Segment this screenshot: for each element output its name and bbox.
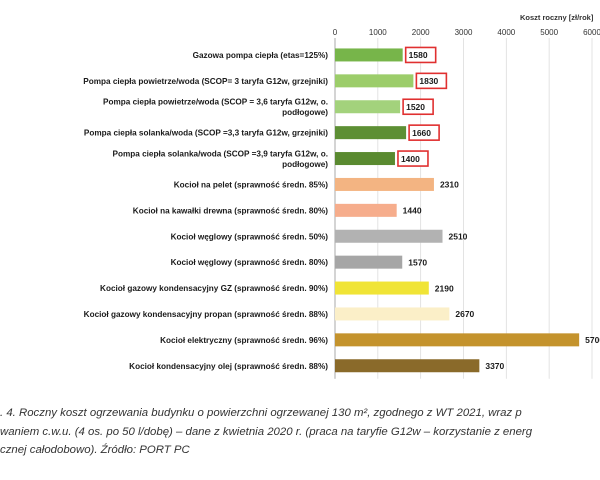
x-axis-ticks: 0 1000 2000 3000 4000 5000 6000: [333, 28, 600, 37]
value-label: 2190: [435, 283, 454, 293]
category-label: Kocioł kondensacyjny olej (sprawność śre…: [129, 362, 328, 371]
category-label: Kocioł węglowy (sprawność średn. 80%): [171, 258, 329, 267]
bar: [335, 100, 401, 114]
category-label: Pompa ciepła solanka/woda (SCOP =3,9 tar…: [113, 149, 329, 169]
value-label: 1580: [409, 50, 428, 60]
bar: [335, 333, 580, 347]
bars: [335, 48, 580, 373]
bar: [335, 307, 450, 321]
bar: [335, 229, 443, 243]
bar: [335, 177, 434, 191]
bar: [335, 74, 414, 88]
category-labels: Gazowa pompa ciepła (etas=125%) Pompa cie…: [83, 51, 328, 371]
category-label: Kocioł gazowy kondensacyjny propan (spra…: [84, 310, 329, 319]
value-highlight-box: [415, 72, 448, 90]
bar-chart: 0 1000 2000 3000 4000 5000 6000 Koszt roczny […: [83, 13, 600, 379]
category-label: Pompa ciepła solanka/woda (SCOP =3,3 tar…: [84, 129, 328, 138]
figure-caption: . 4. Roczny koszt ogrzewania budynku o p…: [0, 404, 600, 460]
bar: [335, 281, 429, 295]
bar: [335, 126, 407, 140]
value-label: 1830: [419, 76, 438, 86]
bar: [335, 48, 403, 62]
category-label: Gazowa pompa ciepła (etas=125%): [193, 51, 329, 60]
category-label: Kocioł na pelet (sprawność średn. 85%): [174, 180, 329, 189]
tick-label: 0: [333, 28, 338, 37]
category-label: Pompa ciepła powietrze/woda (SCOP = 3,6 …: [103, 98, 328, 118]
value-highlight-box: [408, 124, 440, 141]
category-label: Kocioł gazowy kondensacyjny GZ (sprawnoś…: [100, 284, 328, 293]
value-label: 1660: [412, 128, 431, 138]
value-label: 1570: [408, 257, 427, 267]
value-label: 3370: [485, 361, 504, 371]
gridlines: [334, 38, 593, 379]
category-label: Kocioł elektryczny (sprawność średn. 96%…: [160, 336, 328, 345]
value-highlight-box: [404, 46, 437, 64]
tick-label: 5000: [540, 28, 558, 37]
value-highlight-box: [397, 150, 429, 167]
bar: [335, 359, 480, 373]
caption-line-1: . 4. Roczny koszt ogrzewania budynku o p…: [0, 407, 522, 419]
value-label: 1520: [406, 102, 425, 112]
bar: [335, 152, 395, 166]
value-label: 2510: [449, 231, 468, 241]
axis-title: Koszt roczny [zł/rok]: [520, 13, 594, 22]
caption-line-2: waniem c.w.u. (4 os. po 50 l/dobę) – dan…: [0, 425, 533, 438]
tick-label: 6000: [583, 28, 600, 37]
caption-line-3: cznej całodobowo). Źródło: PORT PC: [0, 444, 190, 456]
tick-label: 4000: [497, 28, 515, 37]
category-label: Kocioł na kawałki drewna (sprawność śred…: [133, 206, 328, 215]
tick-label: 2000: [412, 28, 430, 37]
tick-label: 3000: [455, 28, 473, 37]
value-highlight-box: [402, 98, 434, 116]
value-label: 1400: [401, 154, 420, 164]
bar: [335, 255, 403, 269]
tick-label: 1000: [369, 28, 387, 37]
category-label: Pompa ciepła powietrze/woda (SCOP= 3 tar…: [83, 77, 328, 86]
bar: [335, 203, 397, 217]
value-label: 2310: [440, 180, 459, 190]
value-label: 2670: [455, 309, 474, 319]
category-label: Kocioł węglowy (sprawność średn. 50%): [171, 232, 329, 241]
value-label: 5700: [585, 335, 600, 345]
value-labels: 1580 1830 1520 1660 1400 2310 1440 2510 1570 2190…: [397, 46, 600, 371]
value-label: 1440: [403, 206, 422, 216]
